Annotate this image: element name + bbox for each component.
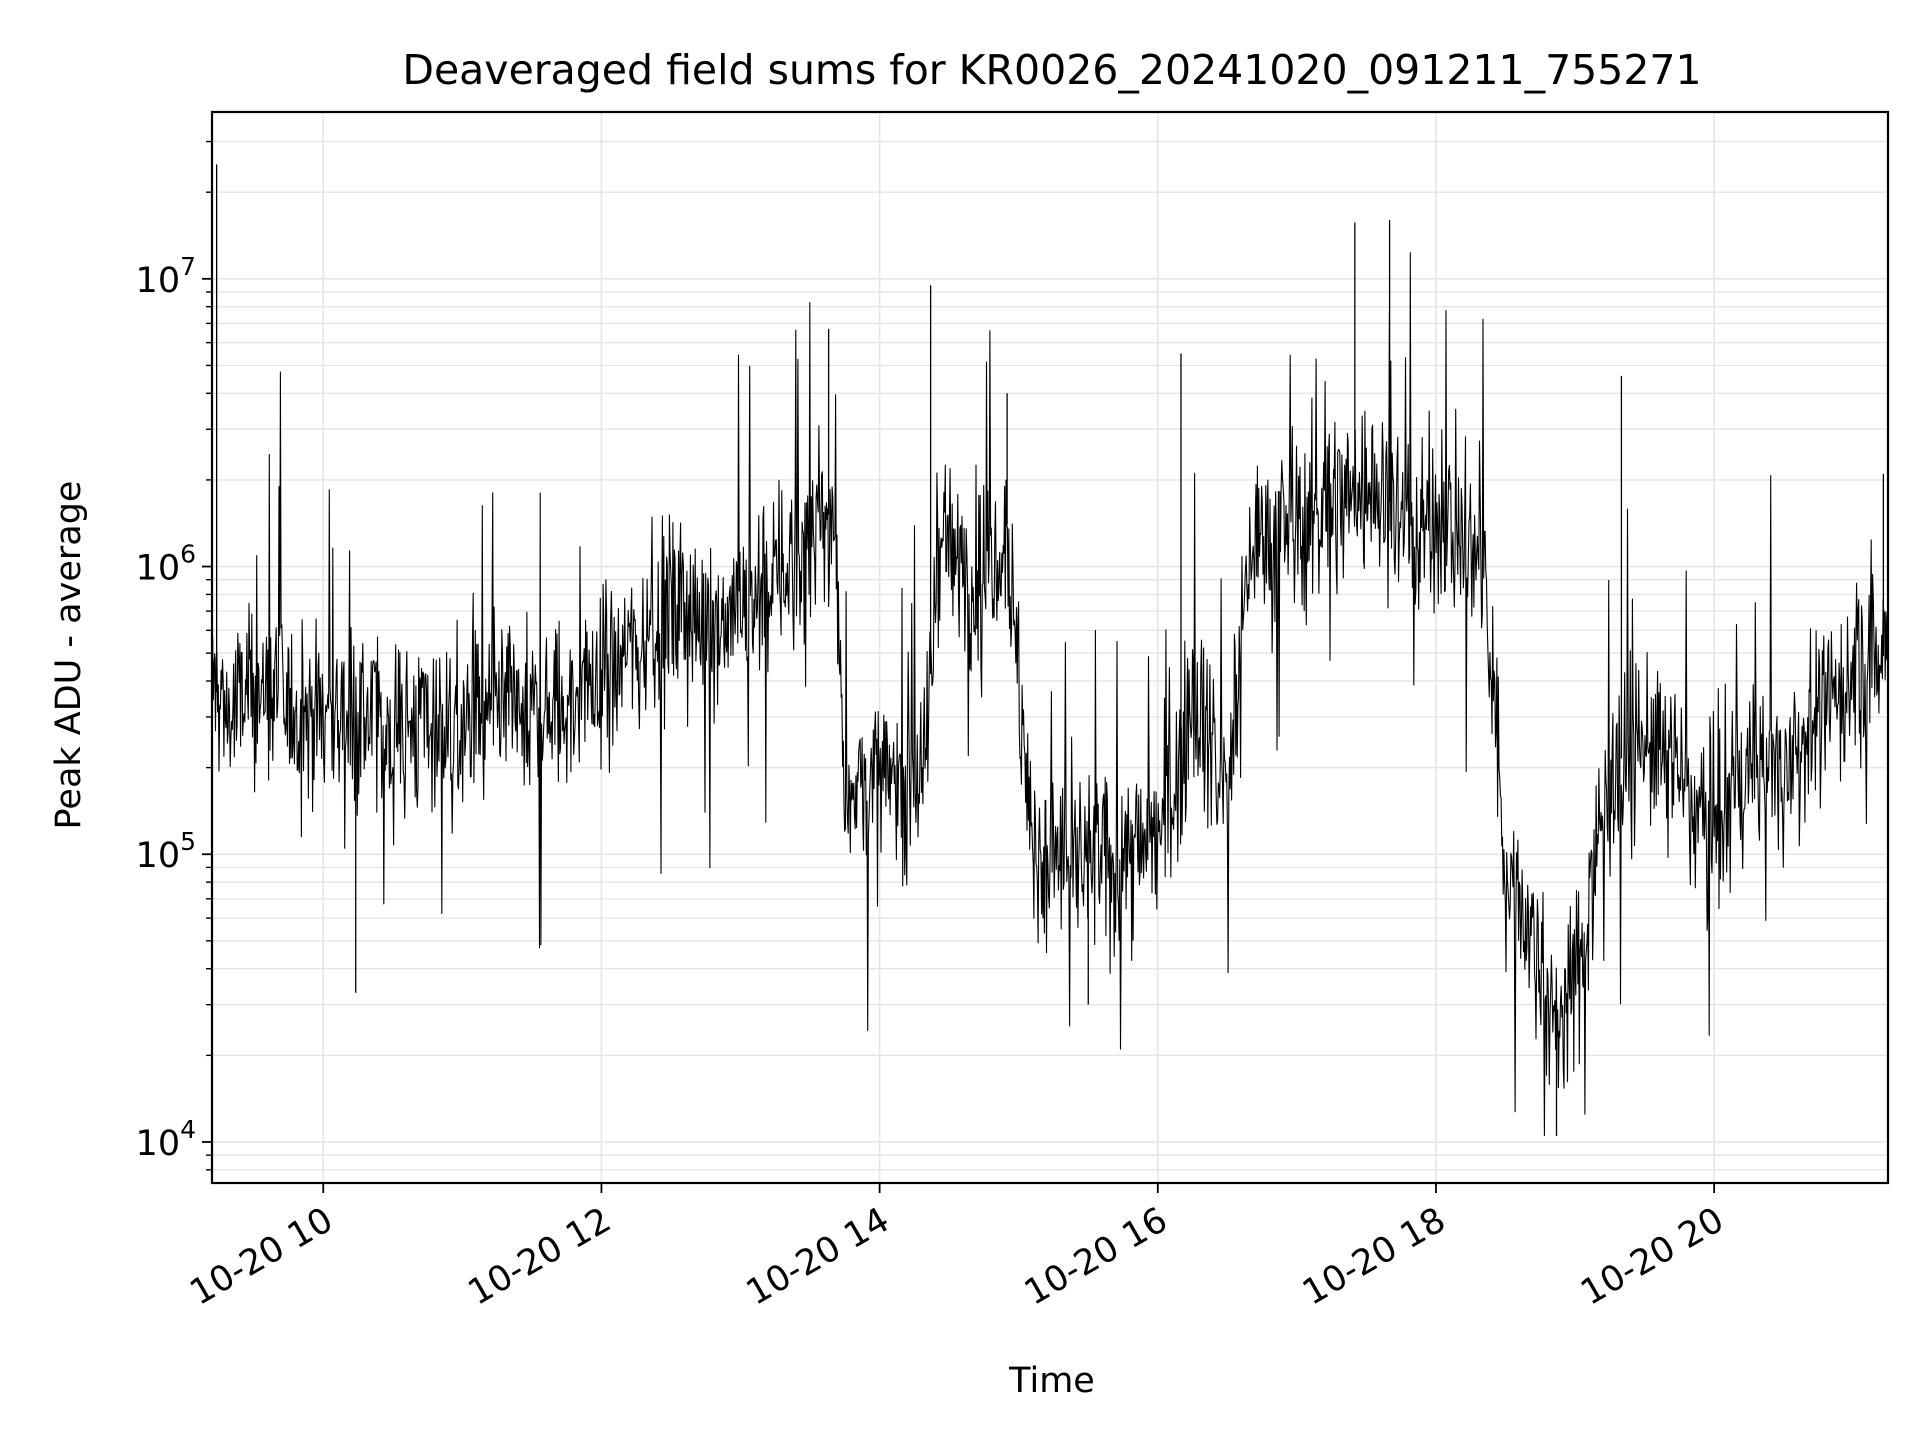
chart-title: Deaveraged field sums for KR0026_2024102… bbox=[402, 46, 1701, 94]
plot-frame bbox=[210, 110, 1890, 1185]
y-axis: 104 105 106 107 bbox=[136, 140, 212, 1171]
x-axis-label: Time bbox=[1008, 1361, 1095, 1401]
series-group bbox=[211, 164, 1889, 1137]
y-axis-label: Peak ADU - average bbox=[49, 481, 89, 830]
series-line bbox=[211, 252, 1889, 1137]
y-tick-label: 104 bbox=[136, 1115, 196, 1164]
y-tick-label: 106 bbox=[136, 540, 196, 589]
y-tick-label: 107 bbox=[136, 252, 196, 301]
y-tick-label: 105 bbox=[136, 827, 196, 876]
